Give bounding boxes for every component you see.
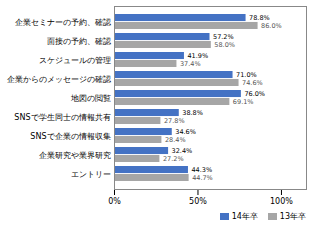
svg-text:地図の閲覧: 地図の閲覧 [70,94,111,103]
html-text:14年卒: 14年卒 [231,211,258,221]
svg-text:69.1%: 69.1% [233,98,254,106]
svg-text:76.0%: 76.0% [244,90,265,98]
svg-text:41.9%: 41.9% [187,52,208,60]
svg-text:44.3%: 44.3% [191,166,212,174]
svg-text:44.7%: 44.7% [192,174,213,182]
svg-text:企業セミナーの予約、確認: 企業セミナーの予約、確認 [15,18,111,27]
svg-text:74.6%: 74.6% [242,79,263,87]
svg-text:78.8%: 78.8% [249,14,270,22]
html-text:13年卒: 13年卒 [279,211,306,221]
svg-text:企業からのメッセージの確認: 企業からのメッセージの確認 [7,75,111,84]
svg-text:34.6%: 34.6% [175,128,196,136]
svg-text:27.2%: 27.2% [163,155,184,163]
svg-text:50%: 50% [189,197,207,206]
svg-text:58.0%: 58.0% [214,41,235,49]
svg-text:28.4%: 28.4% [165,136,186,144]
svg-text:86.0%: 86.0% [261,22,282,30]
svg-text:100%: 100% [270,197,293,206]
svg-text:SNSで企業の情報収集: SNSで企業の情報収集 [30,132,110,141]
svg-text:57.2%: 57.2% [213,33,234,41]
svg-text:71.0%: 71.0% [236,71,257,79]
svg-text:27.8%: 27.8% [164,117,185,125]
svg-text:SNSで学生同士の情報共有: SNSで学生同士の情報共有 [14,113,110,122]
svg-text:面接の予約、確認: 面接の予約、確認 [47,37,111,46]
svg-text:エントリー: エントリー [71,170,111,179]
svg-text:32.4%: 32.4% [172,147,193,155]
svg-text:0%: 0% [108,197,121,206]
svg-text:スケジュールの管理: スケジュールの管理 [39,56,111,65]
svg-text:38.8%: 38.8% [182,109,203,117]
svg-text:37.4%: 37.4% [180,60,201,68]
svg-text:企業研究や業界研究: 企業研究や業界研究 [39,151,111,160]
